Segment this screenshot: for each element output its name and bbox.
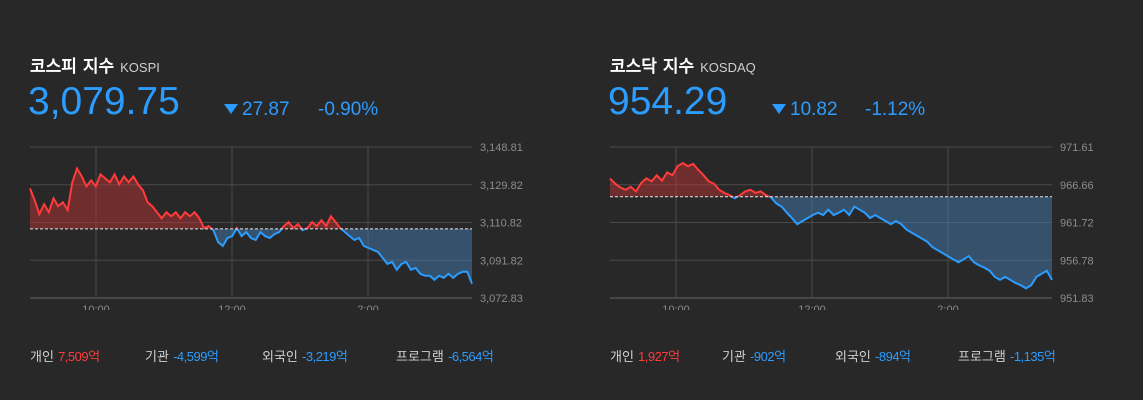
index-name: 코스피 지수 bbox=[30, 57, 115, 77]
y-tick-label: 961.72 bbox=[1060, 218, 1094, 230]
y-tick-label: 956.78 bbox=[1060, 255, 1094, 267]
kosdaq-panel: 코스닥 지수 KOSDAQ 954.29 10.82 -1.12% 971.61 9… bbox=[580, 0, 1120, 400]
trader-institution: 기관 -902억 bbox=[722, 349, 786, 365]
trader-foreign: 외국인 -894억 bbox=[835, 349, 911, 365]
trader-individual: 개인 7,509억 bbox=[30, 349, 100, 365]
index-change: 27.87 bbox=[224, 99, 290, 121]
kosdaq-chart: 971.61 966.66 961.72 956.78 951.83 10:00 12:00… bbox=[609, 142, 1094, 310]
trader-individual: 개인 1,927억 bbox=[610, 349, 680, 365]
x-tick-label: 2:00 bbox=[357, 304, 378, 310]
kospi-chart: 3,148.81 3,129.82 3,110.82 3,091.82 3,072.83… bbox=[29, 142, 523, 310]
index-value: 3,079.75 bbox=[28, 80, 180, 123]
y-tick-label: 3,148.81 bbox=[480, 142, 523, 154]
change-percent: -0.90% bbox=[318, 99, 379, 120]
area-below-baseline bbox=[30, 228, 472, 284]
index-code: KOSDAQ bbox=[700, 60, 756, 75]
x-tick-label: 2:00 bbox=[937, 304, 958, 310]
series-line-down bbox=[730, 196, 1053, 290]
x-tick-label: 10:00 bbox=[662, 304, 690, 310]
index-value: 954.29 bbox=[608, 80, 728, 123]
kospi-panel: 코스피 지수 KOSPI 3,079.75 27.87 -0.90% 3,148.… bbox=[0, 0, 540, 400]
index-name: 코스닥 지수 bbox=[610, 57, 695, 77]
trader-program: 프로그램 -6,564억 bbox=[396, 349, 494, 365]
x-tick-label: 10:00 bbox=[82, 304, 110, 310]
y-tick-label: 3,091.82 bbox=[480, 255, 523, 267]
change-amount: 27.87 bbox=[242, 99, 290, 120]
trader-foreign: 외국인 -3,219억 bbox=[262, 349, 348, 365]
y-tick-label: 971.61 bbox=[1060, 142, 1094, 154]
trader-program: 프로그램 -1,135억 bbox=[958, 349, 1056, 365]
down-triangle-icon bbox=[772, 104, 786, 114]
series-line-up bbox=[609, 161, 772, 197]
y-tick-label: 951.83 bbox=[1060, 293, 1094, 305]
index-change: 10.82 bbox=[772, 99, 838, 121]
trader-institution: 기관 -4,599억 bbox=[145, 349, 219, 365]
x-tick-label: 12:00 bbox=[798, 304, 826, 310]
y-tick-label: 3,072.83 bbox=[480, 293, 523, 305]
area-below-baseline bbox=[610, 196, 1052, 289]
y-tick-label: 966.66 bbox=[1060, 180, 1094, 192]
series-line-down bbox=[203, 228, 473, 285]
area-above-baseline bbox=[610, 163, 770, 197]
area-above-baseline bbox=[30, 168, 342, 229]
down-triangle-icon bbox=[224, 104, 238, 114]
x-tick-label: 12:00 bbox=[218, 304, 246, 310]
index-code: KOSPI bbox=[120, 60, 160, 75]
change-percent: -1.12% bbox=[865, 99, 926, 120]
y-tick-label: 3,129.82 bbox=[480, 180, 523, 192]
change-amount: 10.82 bbox=[790, 99, 838, 120]
series-line-up bbox=[29, 166, 343, 229]
y-tick-label: 3,110.82 bbox=[480, 218, 522, 230]
